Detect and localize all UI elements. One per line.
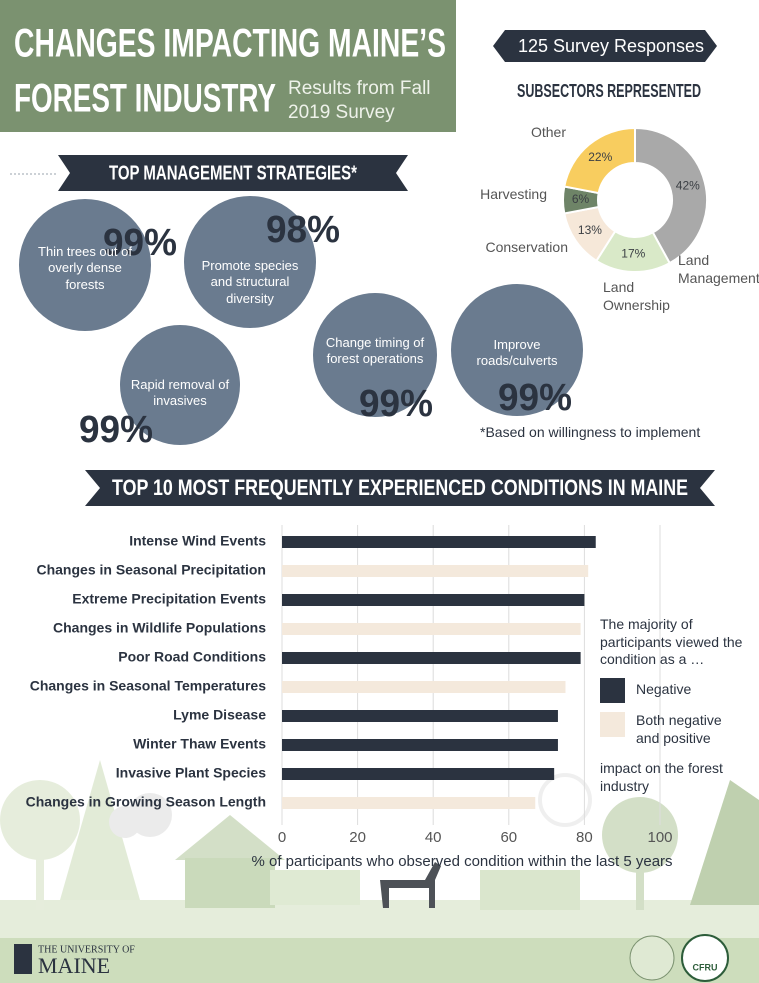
slice-label: Other (480, 124, 566, 142)
y-tick-label: Poor Road Conditions (118, 649, 266, 665)
partner: CFRU (693, 962, 718, 972)
legend-label: Both negative and positive (636, 712, 736, 747)
strategy-label: Rapid removal of invasives (128, 377, 232, 410)
y-tick-label: Changes in Seasonal Precipitation (36, 562, 266, 578)
truck (480, 870, 580, 910)
y-tick-label: Winter Thaw Events (133, 736, 266, 752)
university-mark (14, 944, 32, 974)
title-line: CHANGES IMPACTING MAINE’S (14, 22, 446, 66)
bar (282, 565, 588, 577)
y-tick-label: Changes in Growing Season Length (26, 794, 266, 810)
strategy-percent: 99% (359, 383, 433, 425)
strategy-percent: 99% (79, 409, 153, 451)
x-axis-label: % of participants who observed condition… (251, 853, 672, 870)
bar (282, 710, 558, 722)
bar (282, 594, 584, 606)
slice-label: Harvesting (450, 186, 547, 204)
tree-trunk (36, 840, 44, 910)
responses: 125 Survey Responses (518, 36, 704, 56)
y-tick-label: Changes in Wildlife Populations (53, 620, 266, 636)
subtitle-line: Results from Fall (288, 78, 431, 99)
strategy-label: Promote species and structural diversity (198, 258, 302, 307)
x-tick-label: 100 (647, 829, 672, 846)
barn (270, 870, 360, 905)
bar (282, 536, 596, 548)
subtitle-line: 2019 Survey (288, 102, 395, 123)
bar (282, 768, 554, 780)
partner-logo (682, 935, 728, 981)
strategy-label: Improve roads/culverts (465, 337, 569, 370)
bar (282, 652, 581, 664)
pine-tree (690, 780, 759, 905)
bar (282, 739, 558, 751)
strategy-label: Thin trees out of overly dense forests (33, 244, 137, 293)
slice-value-label: 6% (572, 192, 590, 206)
strategy-percent: 99% (498, 377, 572, 419)
legend-note: impact on the forest industry (600, 760, 750, 795)
bar (282, 797, 535, 809)
ground (0, 900, 759, 940)
chart-title: SUBSECTORS REPRESENTED (517, 81, 701, 101)
slice-label: Land Management (678, 252, 758, 287)
slice-label: Land Ownership (603, 279, 683, 314)
graphics: CHANGES IMPACTING MAINE’S FOREST INDUSTR… (0, 0, 759, 983)
cloud (109, 806, 141, 838)
slice-value-label: 17% (621, 247, 645, 261)
strategy-percent: 98% (266, 209, 340, 251)
bar (282, 681, 566, 693)
infographic: CHANGES IMPACTING MAINE’S FOREST INDUSTR… (0, 0, 759, 983)
legend-title: The majority of participants viewed the … (600, 616, 758, 669)
y-tick-label: Lyme Disease (173, 707, 266, 723)
x-tick-label: 60 (500, 829, 517, 846)
slice-value-label: 22% (588, 150, 612, 164)
y-tick-label: Extreme Precipitation Events (72, 591, 266, 607)
y-tick-label: Changes in Seasonal Temperatures (30, 678, 266, 694)
slice-label: Conservation (468, 239, 568, 257)
footnote: *Based on willingness to implement (480, 424, 700, 442)
x-tick-label: 20 (349, 829, 366, 846)
x-tick-label: 0 (278, 829, 286, 846)
x-tick-label: 40 (425, 829, 442, 846)
strategies-title: TOP MANAGEMENT STRATEGIES* (109, 162, 357, 184)
partner-logo (630, 936, 674, 980)
strategy-label: Change timing of forest operations (323, 335, 427, 368)
legend-label: Negative (636, 681, 736, 699)
y-tick-label: Invasive Plant Species (116, 765, 266, 781)
y-tick-label: Intense Wind Events (129, 533, 266, 549)
legend-swatch (600, 678, 625, 703)
bar (282, 623, 581, 635)
legend-swatch (600, 712, 625, 737)
university: MAINE (38, 953, 110, 978)
slice-value-label: 13% (578, 223, 602, 237)
title-line: FOREST INDUSTRY (14, 77, 276, 121)
sun (540, 775, 590, 825)
x-tick-label: 80 (576, 829, 593, 846)
slice-value-label: 42% (676, 179, 700, 193)
chart-title: TOP 10 MOST FREQUENTLY EXPERIENCED CONDI… (112, 475, 688, 500)
